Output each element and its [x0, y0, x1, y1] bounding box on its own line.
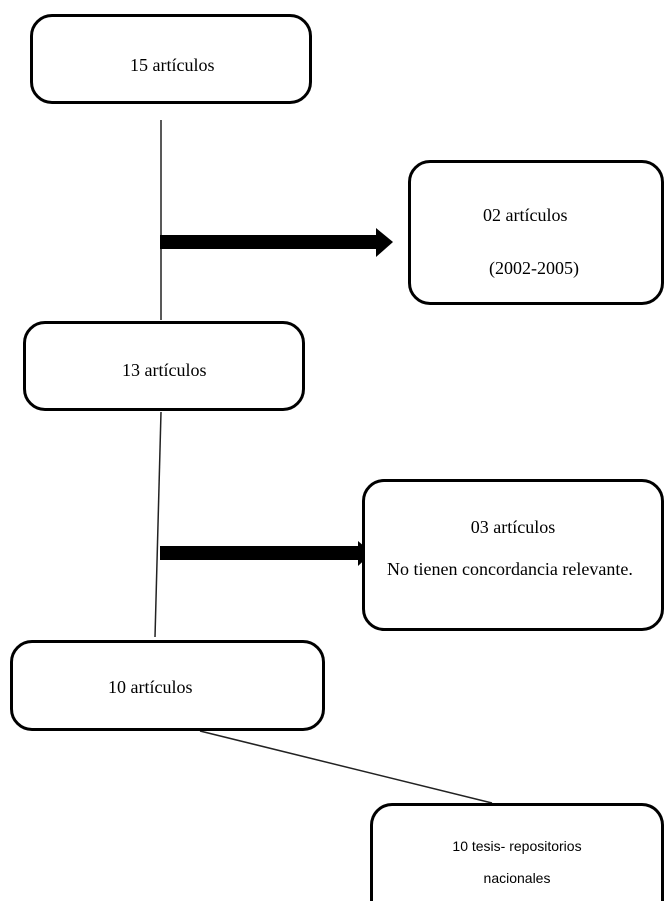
- box-final-articles-label: 10 artículos: [108, 677, 193, 697]
- box-final-articles: 10 artículos: [10, 640, 325, 731]
- box-excluded-date: 02 artículos (2002-2005): [408, 160, 664, 305]
- arrow-to-excluded-relevance: [160, 541, 372, 566]
- theses-line1: 10 tesis- repositorios: [452, 838, 582, 854]
- arrow-to-excluded-date: [160, 228, 393, 257]
- box-start-articles: 15 artículos: [30, 14, 312, 104]
- box-excluded-relevance: 03 artículos No tienen concordancia rele…: [362, 479, 664, 631]
- box-start-label: 15 artículos: [130, 55, 215, 75]
- excluded-date-range: (2002-2005): [489, 258, 579, 278]
- excluded-relevance-count: 03 artículos: [470, 517, 556, 537]
- excluded-relevance-reason: No tienen concordancia relevante.: [387, 559, 633, 579]
- box-theses: 10 tesis- repositorios nacionales: [370, 803, 664, 901]
- connector-10-to-theses: [199, 730, 493, 804]
- excluded-date-count: 02 artículos: [483, 205, 568, 225]
- box-after-date-label: 13 artículos: [122, 360, 207, 380]
- connector-13-to-10: [154, 411, 162, 638]
- theses-line2: nacionales: [483, 870, 551, 886]
- box-after-date-filter: 13 artículos: [23, 321, 305, 411]
